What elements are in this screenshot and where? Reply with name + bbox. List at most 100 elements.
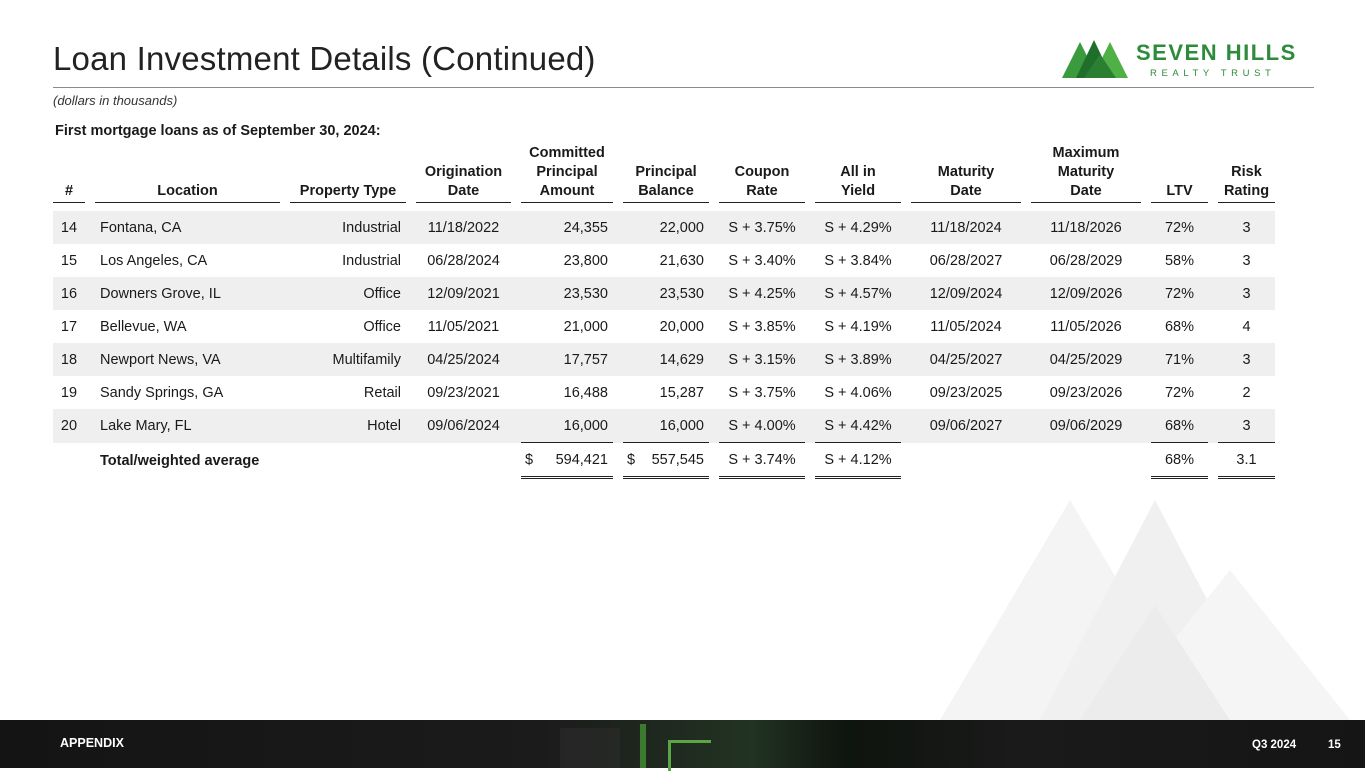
row-all-in-yield: S + 4.29% bbox=[815, 211, 901, 244]
col-committed-principal-header: Committed Principal Amount bbox=[521, 144, 613, 205]
row-coupon-rate: S + 3.40% bbox=[728, 252, 796, 269]
footer-section-label: APPENDIX bbox=[60, 736, 124, 750]
row-committed-principal: 23,530 bbox=[521, 277, 613, 310]
row-max-maturity-date: 04/25/2029 bbox=[1031, 343, 1141, 376]
logo-tagline: REALTY TRUST bbox=[1150, 68, 1276, 79]
row-property-type: Industrial bbox=[342, 252, 401, 269]
row-principal-balance: 22,000 bbox=[623, 211, 709, 244]
row-property-type: Retail bbox=[363, 384, 401, 401]
row-num: 18 bbox=[53, 343, 85, 376]
table-row: 16 Downers Grove, IL Office 12/09/2021 23,53… bbox=[53, 277, 1275, 310]
row-max-maturity-date: 11/18/2026 bbox=[1031, 211, 1141, 244]
col-ltv-header: LTV bbox=[1151, 144, 1208, 205]
row-num: 16 bbox=[53, 277, 85, 310]
row-risk-rating: 3 bbox=[1218, 211, 1275, 244]
col-all-in-yield-header: All in Yield bbox=[815, 144, 901, 205]
col-max-maturity-header: Maximum Maturity Date bbox=[1031, 144, 1141, 205]
row-all-in-yield: S + 4.06% bbox=[824, 384, 892, 401]
row-origination-date: 09/06/2024 bbox=[416, 409, 511, 443]
row-principal-balance: 23,530 bbox=[623, 277, 709, 310]
row-coupon-rate: S + 3.85% bbox=[728, 318, 796, 335]
row-num: 17 bbox=[60, 318, 78, 335]
table-row: 15 Los Angeles, CA Industrial 06/28/2024 23,… bbox=[53, 244, 1275, 277]
row-location: Bellevue, WA bbox=[100, 318, 187, 335]
row-maturity-date: 09/06/2027 bbox=[911, 409, 1021, 443]
row-location: Fontana, CA bbox=[95, 211, 280, 244]
row-committed-principal: 21,000 bbox=[563, 318, 608, 335]
row-maturity-date: 11/18/2024 bbox=[911, 211, 1021, 244]
footer-quarter: Q3 2024 bbox=[1252, 739, 1297, 751]
row-committed-principal: 16,000 bbox=[521, 409, 613, 443]
row-coupon-rate: S + 3.75% bbox=[728, 384, 796, 401]
col-num-header: # bbox=[53, 144, 85, 205]
row-risk-rating: 3 bbox=[1218, 277, 1275, 310]
row-location: Los Angeles, CA bbox=[100, 252, 208, 269]
row-ltv: 58% bbox=[1164, 252, 1195, 269]
row-risk-rating: 3 bbox=[1218, 409, 1275, 443]
row-principal-balance: 20,000 bbox=[659, 318, 704, 335]
row-maturity-date: 04/25/2027 bbox=[911, 343, 1021, 376]
row-principal-balance: 14,629 bbox=[623, 343, 709, 376]
row-location: Downers Grove, IL bbox=[95, 277, 280, 310]
table-caption: First mortgage loans as of September 30,… bbox=[55, 123, 381, 139]
col-maturity-date-header: Maturity Date bbox=[911, 144, 1021, 205]
row-max-maturity-date: 09/06/2029 bbox=[1031, 409, 1141, 443]
row-coupon-rate: S + 3.15% bbox=[719, 343, 805, 376]
total-yield: S + 4.12% bbox=[815, 443, 901, 479]
title-divider bbox=[53, 87, 1314, 88]
row-max-maturity-date: 12/09/2026 bbox=[1031, 277, 1141, 310]
row-committed-principal: 16,488 bbox=[563, 384, 608, 401]
row-risk-rating: 2 bbox=[1242, 384, 1251, 401]
row-committed-principal: 24,355 bbox=[521, 211, 613, 244]
col-coupon-rate-header: Coupon Rate bbox=[719, 144, 805, 205]
row-all-in-yield: S + 4.42% bbox=[815, 409, 901, 443]
units-note: (dollars in thousands) bbox=[53, 93, 178, 108]
row-maturity-date: 11/05/2024 bbox=[930, 318, 1002, 335]
row-ltv: 68% bbox=[1151, 409, 1208, 443]
row-coupon-rate: S + 3.75% bbox=[719, 211, 805, 244]
row-maturity-date: 12/09/2024 bbox=[911, 277, 1021, 310]
row-origination-date: 09/23/2021 bbox=[427, 384, 500, 401]
total-risk: 3.1 bbox=[1218, 443, 1275, 479]
row-principal-balance: 21,630 bbox=[659, 252, 704, 269]
row-max-maturity-date: 06/28/2029 bbox=[1049, 252, 1123, 269]
row-location: Sandy Springs, GA bbox=[100, 384, 224, 401]
row-all-in-yield: S + 4.19% bbox=[824, 318, 892, 335]
row-location: Lake Mary, FL bbox=[95, 409, 280, 443]
col-principal-balance-header: Principal Balance bbox=[623, 144, 709, 205]
table-row: 17 Bellevue, WA Office 11/05/2021 21,000 20,0… bbox=[53, 310, 1275, 343]
total-label: Total/weighted average bbox=[100, 453, 260, 469]
row-risk-rating: 3 bbox=[1218, 343, 1275, 376]
col-location-header: Location bbox=[95, 144, 280, 205]
row-origination-date: 04/25/2024 bbox=[416, 343, 511, 376]
row-all-in-yield: S + 3.89% bbox=[815, 343, 901, 376]
row-all-in-yield: S + 3.84% bbox=[824, 252, 892, 269]
row-num: 20 bbox=[53, 409, 85, 443]
row-property-type: Hotel bbox=[290, 409, 406, 443]
row-num: 14 bbox=[53, 211, 85, 244]
row-max-maturity-date: 11/05/2026 bbox=[1050, 318, 1122, 335]
row-origination-date: 12/09/2021 bbox=[416, 277, 511, 310]
footer-bar: APPENDIX Q3 2024 15 bbox=[0, 720, 1365, 771]
row-max-maturity-date: 09/23/2026 bbox=[1049, 384, 1123, 401]
row-maturity-date: 09/23/2025 bbox=[929, 384, 1003, 401]
col-risk-rating-header: Risk Rating bbox=[1218, 144, 1275, 205]
row-maturity-date: 06/28/2027 bbox=[929, 252, 1003, 269]
row-property-type: Multifamily bbox=[290, 343, 406, 376]
row-origination-date: 06/28/2024 bbox=[427, 252, 500, 269]
row-risk-rating: 3 bbox=[1242, 252, 1251, 269]
loan-details-table: # Location Property Type Origination Date… bbox=[53, 144, 1275, 479]
row-property-type: Office bbox=[363, 318, 401, 335]
row-coupon-rate: S + 4.00% bbox=[719, 409, 805, 443]
row-ltv: 68% bbox=[1164, 318, 1195, 335]
total-balance: $557,545 bbox=[623, 443, 709, 479]
page-number: 15 bbox=[1328, 739, 1341, 751]
table-row: 14 Fontana, CA Industrial 11/18/2022 24,355 2… bbox=[53, 211, 1275, 244]
row-principal-balance: 15,287 bbox=[659, 384, 704, 401]
row-num: 19 bbox=[60, 384, 78, 401]
total-committed: $594,421 bbox=[521, 443, 613, 479]
table-row: 18 Newport News, VA Multifamily 04/25/2024 1… bbox=[53, 343, 1275, 376]
col-origination-date-header: Origination Date bbox=[416, 144, 511, 205]
row-property-type: Office bbox=[290, 277, 406, 310]
total-ltv: 68% bbox=[1151, 443, 1208, 479]
